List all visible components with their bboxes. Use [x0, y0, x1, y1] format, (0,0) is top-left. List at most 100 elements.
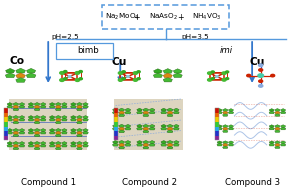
Polygon shape: [173, 73, 182, 77]
Polygon shape: [229, 141, 233, 143]
Polygon shape: [229, 109, 233, 111]
Polygon shape: [143, 140, 149, 143]
Polygon shape: [28, 129, 34, 131]
Circle shape: [75, 79, 79, 81]
Polygon shape: [77, 108, 82, 111]
Polygon shape: [49, 144, 55, 147]
Circle shape: [60, 79, 64, 81]
Polygon shape: [228, 127, 234, 130]
Polygon shape: [83, 144, 88, 147]
Circle shape: [79, 78, 82, 80]
Text: Cu: Cu: [250, 57, 265, 67]
Polygon shape: [167, 130, 173, 133]
Polygon shape: [119, 108, 124, 111]
Polygon shape: [40, 144, 46, 147]
Circle shape: [226, 71, 229, 73]
Polygon shape: [281, 109, 286, 111]
Polygon shape: [7, 118, 13, 121]
Polygon shape: [55, 129, 61, 131]
Polygon shape: [163, 69, 172, 73]
Polygon shape: [71, 129, 76, 131]
Polygon shape: [55, 142, 61, 144]
Bar: [215, 131, 219, 136]
Bar: [215, 117, 219, 122]
Polygon shape: [83, 118, 88, 121]
Polygon shape: [62, 129, 67, 131]
Bar: [9, 99, 87, 149]
Polygon shape: [34, 131, 40, 134]
Polygon shape: [143, 146, 149, 149]
Polygon shape: [77, 134, 82, 137]
Polygon shape: [143, 143, 149, 146]
Bar: [114, 108, 118, 140]
Polygon shape: [119, 146, 124, 149]
Polygon shape: [49, 118, 55, 121]
Polygon shape: [149, 111, 155, 114]
Polygon shape: [28, 118, 34, 121]
Polygon shape: [16, 73, 26, 78]
Polygon shape: [19, 131, 25, 134]
Polygon shape: [71, 105, 76, 108]
Polygon shape: [281, 111, 286, 114]
Polygon shape: [154, 69, 162, 73]
Polygon shape: [71, 118, 76, 121]
Bar: [114, 131, 118, 136]
Polygon shape: [28, 105, 34, 108]
Polygon shape: [7, 142, 12, 144]
Polygon shape: [55, 147, 61, 150]
Text: Na$_2$MoO$_4$: Na$_2$MoO$_4$: [105, 12, 140, 22]
Polygon shape: [55, 131, 61, 134]
Polygon shape: [13, 102, 19, 105]
Circle shape: [118, 72, 123, 74]
Polygon shape: [55, 105, 61, 108]
Polygon shape: [13, 121, 19, 124]
Bar: [215, 108, 219, 140]
Polygon shape: [223, 130, 228, 132]
Bar: [114, 113, 118, 117]
Polygon shape: [28, 131, 34, 134]
Polygon shape: [223, 125, 228, 127]
Polygon shape: [62, 118, 67, 121]
Circle shape: [122, 78, 125, 80]
Circle shape: [133, 72, 138, 74]
Polygon shape: [34, 134, 40, 137]
Polygon shape: [83, 129, 88, 131]
Polygon shape: [275, 146, 280, 149]
Bar: [215, 126, 219, 131]
Polygon shape: [167, 146, 173, 149]
Polygon shape: [13, 115, 19, 118]
Polygon shape: [28, 103, 34, 105]
Text: Cu: Cu: [111, 57, 126, 67]
Circle shape: [137, 78, 140, 80]
Bar: [4, 108, 8, 113]
Polygon shape: [125, 127, 131, 130]
Polygon shape: [119, 114, 124, 117]
Polygon shape: [275, 130, 280, 132]
Circle shape: [64, 70, 67, 73]
Polygon shape: [55, 108, 61, 111]
Polygon shape: [40, 131, 46, 134]
Polygon shape: [223, 111, 228, 114]
Polygon shape: [167, 143, 173, 146]
Polygon shape: [40, 116, 46, 118]
Bar: [4, 122, 8, 126]
Polygon shape: [28, 116, 34, 118]
Polygon shape: [229, 125, 233, 127]
Polygon shape: [71, 142, 76, 144]
Polygon shape: [40, 118, 46, 121]
Bar: [114, 126, 118, 131]
Polygon shape: [112, 143, 118, 146]
Polygon shape: [26, 68, 36, 73]
Polygon shape: [269, 109, 274, 111]
Polygon shape: [13, 129, 19, 131]
Polygon shape: [62, 103, 67, 105]
Text: Compound 3: Compound 3: [225, 178, 280, 187]
FancyBboxPatch shape: [56, 43, 113, 59]
Polygon shape: [40, 105, 46, 108]
Polygon shape: [217, 143, 222, 146]
Polygon shape: [173, 127, 179, 130]
Polygon shape: [173, 69, 182, 73]
Text: NaAsO$_2$: NaAsO$_2$: [148, 12, 177, 22]
Polygon shape: [28, 144, 34, 147]
Polygon shape: [83, 142, 88, 144]
